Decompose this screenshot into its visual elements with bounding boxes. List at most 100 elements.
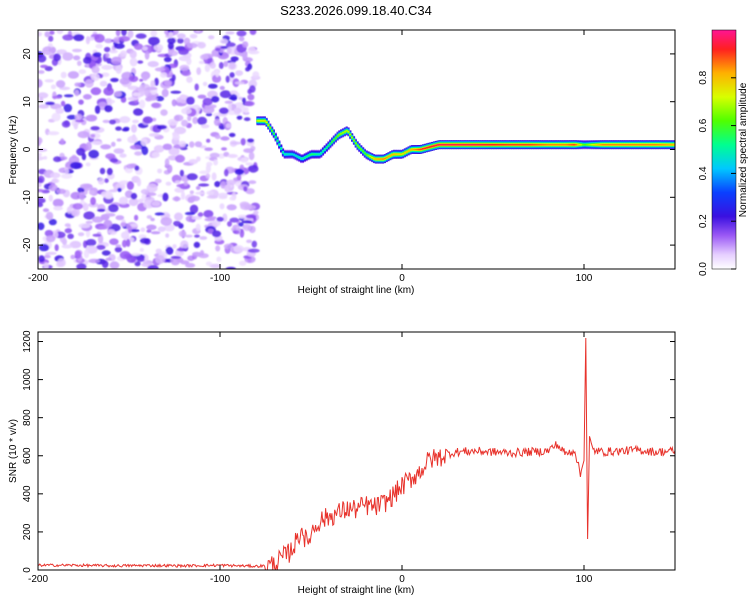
spectrogram-y-ticks: -20 -10 0 10 20 bbox=[22, 48, 675, 252]
noise-blob bbox=[209, 263, 222, 269]
ridge-segment bbox=[642, 144, 645, 146]
ridge-segment bbox=[378, 158, 381, 160]
noise-blob bbox=[230, 141, 242, 145]
noise-blob bbox=[128, 197, 139, 207]
noise-blob bbox=[108, 204, 119, 213]
noise-blob bbox=[40, 64, 48, 69]
noise-blob bbox=[120, 50, 127, 57]
noise-blob bbox=[77, 187, 85, 194]
x-tick-label: -200 bbox=[28, 574, 48, 585]
noise-blob bbox=[126, 238, 131, 247]
noise-blob bbox=[229, 72, 235, 78]
noise-blob bbox=[70, 161, 82, 170]
noise-blob bbox=[56, 49, 67, 55]
noise-blob bbox=[238, 222, 244, 227]
noise-blob bbox=[195, 30, 201, 33]
noise-blob bbox=[167, 50, 178, 57]
noise-blob bbox=[197, 116, 208, 125]
noise-blob bbox=[136, 257, 145, 262]
noise-blob bbox=[211, 220, 221, 227]
ridge-segment bbox=[263, 120, 266, 122]
colorbar-tick-label: 0.0 bbox=[698, 262, 709, 276]
noise-blob bbox=[198, 60, 205, 65]
noise-blob bbox=[161, 88, 169, 98]
noise-blob bbox=[167, 164, 173, 174]
noise-blob bbox=[212, 74, 222, 83]
noise-blob bbox=[66, 114, 78, 120]
noise-blob bbox=[204, 63, 211, 73]
ridge-segment bbox=[660, 144, 663, 146]
ridge-segment bbox=[309, 154, 312, 156]
noise-blob bbox=[172, 244, 177, 249]
noise-blob bbox=[184, 211, 196, 216]
noise-blob bbox=[97, 208, 106, 212]
noise-blob bbox=[127, 135, 138, 144]
noise-blob bbox=[80, 183, 92, 189]
ridge-segment bbox=[274, 136, 277, 138]
noise-blob bbox=[227, 103, 232, 112]
ridge-segment bbox=[407, 150, 410, 152]
ridge-segment bbox=[640, 144, 643, 146]
noise-blob bbox=[38, 54, 47, 63]
noise-blob bbox=[145, 96, 153, 102]
ridge-segment bbox=[442, 144, 445, 146]
noise-blob bbox=[206, 138, 211, 143]
ridge-segment bbox=[534, 144, 538, 146]
colorbar-tick-label: 0.8 bbox=[698, 70, 709, 84]
noise-blob bbox=[129, 144, 142, 150]
ridge-segment bbox=[482, 144, 485, 146]
ridge-segment bbox=[443, 144, 447, 146]
noise-blob bbox=[205, 112, 213, 117]
noise-blob bbox=[83, 211, 95, 220]
noise-blob bbox=[171, 99, 177, 107]
ridge-segment bbox=[585, 144, 588, 146]
noise-blob bbox=[38, 78, 43, 88]
spectral-ridge bbox=[256, 116, 675, 164]
noise-blob bbox=[165, 233, 170, 238]
ridge-segment bbox=[336, 135, 339, 137]
noise-blob bbox=[218, 62, 224, 69]
colorbar-tick-label: 0.4 bbox=[698, 166, 709, 180]
noise-blob bbox=[180, 240, 189, 250]
ridge-segment bbox=[658, 144, 661, 146]
ridge-segment bbox=[316, 153, 319, 155]
noise-blob bbox=[174, 212, 183, 221]
noise-blob bbox=[180, 94, 186, 99]
ridge-segment bbox=[374, 158, 377, 160]
noise-blob bbox=[177, 33, 186, 39]
ridge-segment bbox=[292, 154, 295, 156]
noise-blob bbox=[64, 223, 71, 228]
ridge-segment bbox=[613, 144, 616, 146]
noise-blob bbox=[165, 181, 172, 186]
noise-blob bbox=[76, 147, 86, 156]
noise-blob bbox=[236, 30, 247, 37]
y-tick-label: 1200 bbox=[22, 330, 33, 353]
ridge-segment bbox=[356, 144, 359, 147]
noise-blob bbox=[38, 70, 45, 74]
noise-blob bbox=[104, 105, 113, 113]
noise-blob bbox=[127, 225, 132, 234]
noise-blob bbox=[106, 167, 113, 176]
ridge-segment bbox=[371, 156, 374, 159]
noise-blob bbox=[133, 43, 144, 50]
noise-blob bbox=[141, 193, 147, 201]
ridge-segment bbox=[474, 144, 477, 146]
ridge-segment bbox=[391, 154, 394, 156]
noise-blob bbox=[106, 97, 112, 102]
noise-blob bbox=[205, 173, 211, 179]
ridge-segment bbox=[653, 144, 656, 146]
ridge-segment bbox=[505, 144, 508, 146]
ridge-segment bbox=[409, 149, 412, 151]
noise-blob bbox=[76, 263, 87, 269]
noise-blob bbox=[208, 83, 218, 89]
noise-blob bbox=[105, 257, 112, 261]
ridge-segment bbox=[624, 144, 627, 146]
ridge-segment bbox=[311, 153, 314, 155]
noise-blob bbox=[119, 251, 131, 260]
noise-blob bbox=[57, 258, 66, 268]
spectrogram-x-ticks: -200 -100 0 100 bbox=[28, 30, 593, 284]
ridge-segment bbox=[287, 153, 290, 155]
noise-blob bbox=[88, 149, 99, 159]
noise-blob bbox=[44, 31, 51, 38]
noise-blob bbox=[181, 119, 189, 127]
